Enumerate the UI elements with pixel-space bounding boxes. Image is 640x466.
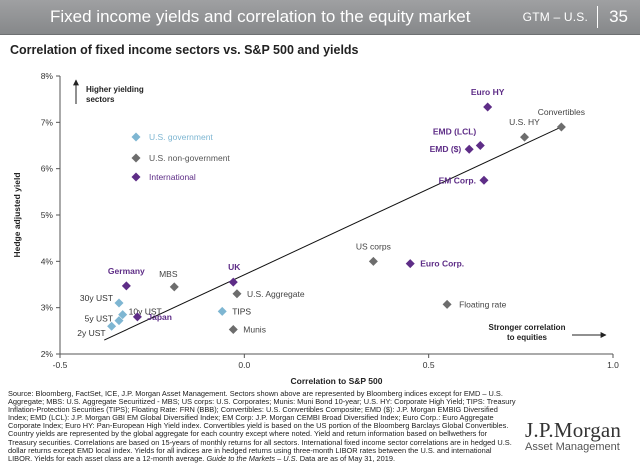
x-tick-label: 1.0 xyxy=(607,360,619,370)
section-label: GTM – U.S. xyxy=(522,10,588,24)
data-label: 5y UST xyxy=(85,314,113,324)
data-point xyxy=(479,175,489,185)
legend-label: U.S. government xyxy=(149,132,213,142)
data-point xyxy=(217,306,227,316)
logo-wordmark: J.P.Morgan xyxy=(525,418,622,442)
data-point xyxy=(121,281,131,291)
data-point xyxy=(475,141,485,150)
data-point xyxy=(107,321,117,331)
data-point xyxy=(405,259,415,269)
page-title: Fixed income yields and correlation to t… xyxy=(50,7,471,26)
data-point xyxy=(114,316,124,326)
data-label: Floating rate xyxy=(459,299,507,309)
data-label: Germany xyxy=(108,266,145,276)
data-label: Euro Corp. xyxy=(420,259,464,269)
y-tick-label: 3% xyxy=(41,303,54,313)
data-label: EMD ($) xyxy=(430,144,462,154)
data-label: 2y UST xyxy=(77,328,105,338)
data-label: Euro HY xyxy=(471,87,505,97)
data-label: EM Corp. xyxy=(439,175,476,185)
source-text: Source: Bloomberg, FactSet, ICE, J.P. Mo… xyxy=(8,389,516,463)
correlation-note: Stronger correlation xyxy=(489,323,566,332)
y-tick-label: 2% xyxy=(41,349,54,359)
data-label: Munis xyxy=(243,324,266,334)
data-point xyxy=(464,144,474,154)
y-axis-label: Hedge adjusted yield xyxy=(12,172,22,257)
legend-label: U.S. non-government xyxy=(149,153,230,163)
legend-label: International xyxy=(149,172,196,182)
y-tick-label: 4% xyxy=(41,256,54,266)
data-point xyxy=(118,310,128,320)
data-point xyxy=(442,299,452,309)
data-point xyxy=(520,132,530,142)
data-label: TIPS xyxy=(232,306,251,316)
trend-line xyxy=(104,126,562,341)
logo-subtitle: Asset Management xyxy=(525,441,620,453)
gtm-reference: Guide to the Markets – U.S. xyxy=(206,453,298,463)
x-axis-label: Correlation to S&P 500 xyxy=(291,376,383,386)
data-label: 30y UST xyxy=(80,293,113,303)
source-footnote: Source: Bloomberg, FactSet, ICE, J.P. Mo… xyxy=(8,389,516,463)
data-point xyxy=(556,122,566,132)
data-point xyxy=(368,256,378,266)
data-label: U.S. Aggregate xyxy=(247,289,305,299)
data-label: EMD (LCL) xyxy=(433,127,477,137)
data-label: US corps xyxy=(356,241,391,251)
data-point xyxy=(114,298,124,308)
as-of-date: Data are as of May 31, 2019. xyxy=(299,453,396,463)
data-point xyxy=(132,312,142,322)
data-point xyxy=(483,102,493,112)
x-tick-label: 0.0 xyxy=(238,360,250,370)
chart-title: Correlation of fixed income sectors vs. … xyxy=(10,43,359,57)
x-tick-label: -0.5 xyxy=(53,360,68,370)
data-point xyxy=(169,282,179,292)
higher-yield-note: sectors xyxy=(86,95,115,104)
y-tick-label: 5% xyxy=(41,210,54,220)
jpmorgan-logo: J.P.Morgan Asset Management xyxy=(525,418,637,453)
data-label: MBS xyxy=(159,269,178,279)
y-tick-label: 8% xyxy=(41,71,54,81)
data-point xyxy=(228,277,238,287)
x-tick-label: 0.5 xyxy=(423,360,435,370)
page-number: 35 xyxy=(609,7,628,26)
correlation-note: to equities xyxy=(507,333,548,342)
legend-marker xyxy=(131,172,141,182)
data-label: U.S. HY xyxy=(509,117,540,127)
data-label: Convertibles xyxy=(538,107,585,117)
data-label: UK xyxy=(228,262,241,272)
higher-yield-note: Higher yielding xyxy=(86,85,144,94)
legend-marker xyxy=(131,132,141,142)
data-label: Japan xyxy=(147,312,172,322)
data-label: 10y UST xyxy=(129,307,162,317)
y-tick-label: 7% xyxy=(41,117,54,127)
header-divider xyxy=(597,6,598,28)
data-point xyxy=(232,289,242,299)
scatter-chart: 2% 3% 4% 5% 6% 7% 8% -0.5 0.0 0.5 1.0 Correlation t… xyxy=(12,71,619,386)
y-tick-label: 6% xyxy=(41,164,54,174)
data-point xyxy=(228,324,238,334)
page-header: Fixed income yields and correlation to t… xyxy=(0,0,640,35)
legend-marker xyxy=(131,153,141,163)
